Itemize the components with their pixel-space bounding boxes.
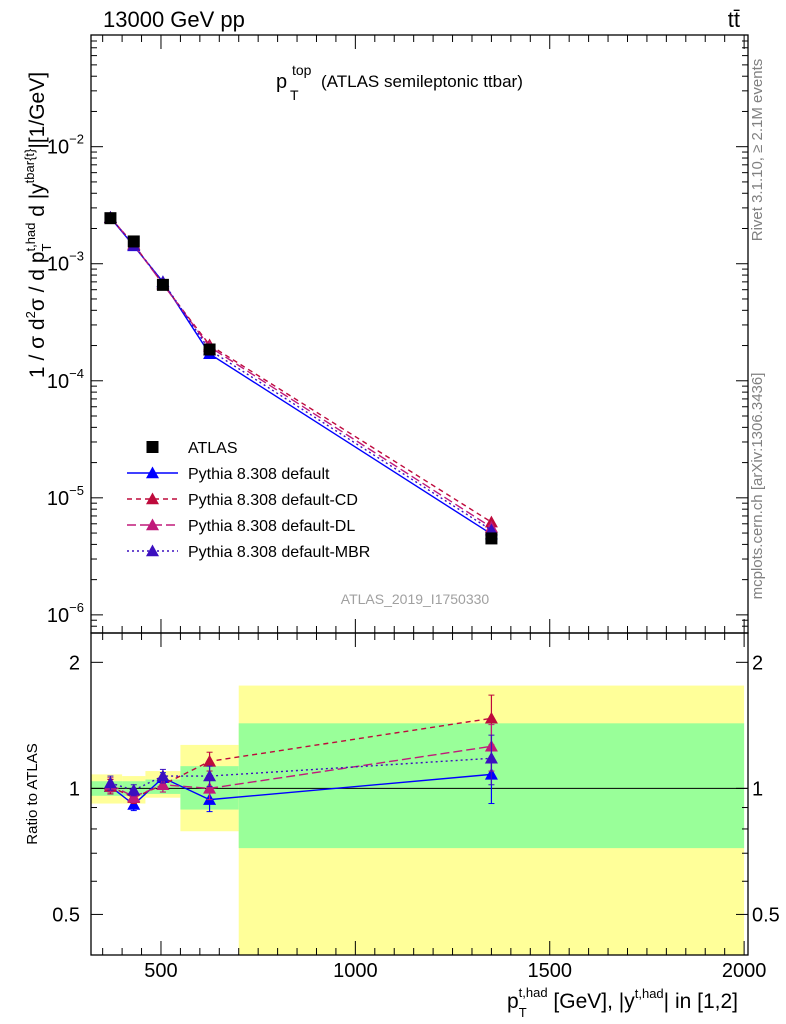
ratio-y-tick-label-left: 2 — [69, 652, 80, 674]
y-tick-label: 10−6 — [47, 600, 84, 627]
plot-frames — [90, 34, 749, 956]
svg-text:pTt,had [GeV], |yt,had| in [1,: pTt,had [GeV], |yt,had| in [1,2] — [507, 985, 738, 1020]
x-tick-label: 1500 — [527, 960, 572, 982]
y-tick-mantissa: 10 — [47, 371, 69, 393]
legend-label-0: Pythia 8.308 default — [188, 466, 330, 483]
ratio-series-point-3 — [156, 769, 170, 782]
legend-label-2: Pythia 8.308 default-DL — [188, 518, 355, 535]
y-axis-label-main: 1 / σ d2σ / d pTt,had d |ytbar{t}|[1/GeV… — [22, 72, 54, 378]
rivet-label: Rivet 3.1.10, ≥ 2.1M events — [749, 59, 766, 242]
y-tick-exponent: −6 — [69, 600, 84, 615]
data-point — [485, 532, 498, 545]
main-series-point-3 — [484, 523, 498, 536]
ratio-series-point-1 — [484, 711, 498, 724]
legend-label-3: Pythia 8.308 default-MBR — [188, 544, 370, 561]
plot-title-superscript: top — [292, 62, 312, 78]
ratio-series-point-3 — [484, 751, 498, 764]
ratio-series-point-3 — [127, 783, 141, 796]
y-tick-label: 10−3 — [47, 249, 84, 276]
ratio-panel-series — [103, 694, 498, 813]
y-tick-exponent: −2 — [69, 132, 84, 147]
legend-marker-1 — [146, 492, 159, 505]
y-tick-mantissa: 10 — [47, 254, 69, 276]
data-point — [156, 278, 169, 291]
process-label: tt̄ — [728, 7, 740, 32]
y-axis-label-ratio: Ratio to ATLAS — [24, 743, 41, 844]
legend: ATLAS Pythia 8.308 default Pythia 8.308 de… — [127, 440, 370, 561]
ratio-y-tick-label-right: 1 — [752, 778, 763, 800]
ratio-series-point-3 — [203, 769, 217, 782]
x-tick-label: 2000 — [722, 960, 767, 982]
y-tick-label: 10−5 — [47, 483, 84, 510]
y-tick-mantissa: 10 — [47, 137, 69, 159]
energy-label: 13000 GeV pp — [103, 7, 245, 32]
ratio-series-point-2 — [156, 778, 170, 790]
plot-title-text: (ATLAS semileptonic ttbar) — [321, 72, 523, 91]
ratio-panel-frame — [90, 632, 749, 956]
mcplots-label: mcplots.cern.ch [arXiv:1306.3436] — [749, 373, 766, 600]
main-panel-series — [103, 210, 498, 545]
ratio-y-tick-label-left: 1 — [69, 778, 80, 800]
ratio-series-point-1 — [203, 754, 217, 767]
y-tick-exponent: −4 — [69, 366, 84, 381]
y-tick-label: 10−2 — [47, 132, 84, 159]
y-tick-exponent: −5 — [69, 483, 84, 498]
ratio-uncertainty-bands — [91, 685, 745, 955]
legend-marker-atlas — [146, 441, 159, 453]
x-tick-label: 1000 — [333, 960, 378, 982]
legend-label-1: Pythia 8.308 default-CD — [188, 492, 358, 509]
legend-marker-2 — [146, 518, 159, 531]
data-point — [127, 235, 140, 248]
ratio-series-point-2 — [203, 781, 217, 794]
legend-marker-0 — [146, 466, 159, 479]
x-tick-label: 500 — [144, 960, 177, 982]
plot-title-symbol: p — [276, 71, 287, 93]
data-point — [104, 212, 117, 225]
ratio-y-tick-label-left: 0.5 — [52, 904, 80, 926]
plot-title-subscript: T — [290, 87, 299, 103]
x-axis-label: pTt,had [GeV], |yt,had| in [1,2] — [507, 985, 738, 1020]
ratio-y-tick-label-right: 0.5 — [752, 904, 780, 926]
ratio-y-tick-label-right: 2 — [752, 652, 763, 674]
ratio-series-point-3 — [103, 776, 117, 789]
svg-text:1 / σ d2σ / d pTt,had d |ytbar: 1 / σ d2σ / d pTt,had d |ytbar{t}|[1/GeV… — [22, 72, 54, 378]
y-tick-label: 10−4 — [47, 366, 84, 393]
y-tick-mantissa: 10 — [47, 605, 69, 627]
analysis-id-label: ATLAS_2019_I1750330 — [341, 591, 490, 607]
y-tick-exponent: −3 — [69, 249, 84, 264]
legend-label-atlas: ATLAS — [188, 440, 238, 457]
y-tick-mantissa: 10 — [47, 488, 69, 510]
data-point — [203, 343, 216, 356]
main-series-line-3 — [109, 216, 492, 531]
legend-marker-3 — [146, 544, 159, 557]
